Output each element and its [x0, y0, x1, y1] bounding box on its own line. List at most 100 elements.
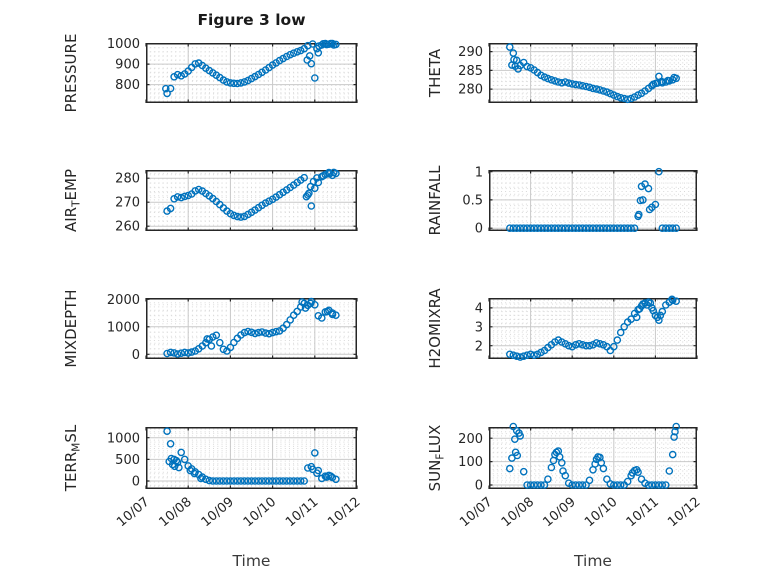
- data-point-marker: [191, 187, 200, 195]
- data-point-marker: [314, 49, 323, 57]
- data-point-marker: [623, 95, 632, 104]
- major-grid: [489, 427, 697, 489]
- data-point-marker: [653, 79, 662, 87]
- data-point-marker: [240, 477, 249, 485]
- data-point-marker: [251, 329, 259, 338]
- data-point-marker: [610, 342, 618, 351]
- data-point-marker: [509, 351, 518, 360]
- data-point-marker: [547, 76, 556, 84]
- data-point-marker: [523, 62, 531, 71]
- data-point-marker: [554, 78, 563, 86]
- plot-area: 260 270 280 AIRTEMP: [62, 168, 358, 235]
- data-point-marker: [187, 348, 196, 356]
- y-tick-label: 2: [475, 339, 483, 354]
- data-point-marker: [672, 422, 680, 431]
- data-point-marker: [322, 473, 331, 481]
- data-point-marker: [233, 477, 242, 485]
- data-point-marker: [540, 481, 549, 489]
- data-point-marker: [658, 307, 667, 316]
- data-point-marker: [173, 70, 182, 79]
- data-point-marker: [616, 224, 625, 233]
- data-point-marker: [599, 224, 608, 233]
- data-point-marker: [575, 340, 583, 348]
- data-point-marker: [310, 184, 319, 193]
- y-tick-label: 800: [115, 78, 140, 93]
- x-tick-label: 10/10: [241, 495, 279, 531]
- data-point-marker: [651, 200, 660, 209]
- x-tick-label: 10/08: [499, 495, 537, 531]
- data-point-marker: [303, 464, 312, 472]
- data-point-marker: [226, 477, 235, 485]
- x-tick-labels: 10/07 10/08 10/09 10/10 10/11 10/12: [457, 495, 703, 531]
- subplot-air-temp: 260 270 280 AIRTEMP: [62, 168, 358, 235]
- data-point-marker: [627, 94, 635, 103]
- data-point-marker: [658, 481, 667, 489]
- data-point-marker: [223, 477, 231, 485]
- data-point-marker: [544, 74, 552, 83]
- data-point-marker: [293, 477, 301, 485]
- data-point-marker: [537, 481, 545, 489]
- major-grid: [146, 298, 357, 359]
- data-point-marker: [519, 224, 528, 233]
- data-point-marker: [251, 477, 259, 485]
- data-point-marker: [514, 65, 522, 73]
- minor-grid: [489, 170, 697, 231]
- data-point-marker: [639, 196, 647, 204]
- minor-grid: [146, 427, 357, 489]
- data-point-marker: [578, 341, 587, 349]
- data-point-marker: [533, 224, 542, 233]
- data-point-marker: [166, 348, 175, 357]
- y-tick-label: 0: [475, 479, 483, 494]
- y-tick-label: 0: [132, 475, 140, 490]
- data-point-marker: [230, 211, 238, 220]
- plot-area: 0 1000 2000 MIXDEPTH: [62, 289, 358, 368]
- markers: [163, 168, 340, 221]
- data-point-marker: [620, 224, 628, 233]
- x-tick-label: 10/09: [540, 495, 578, 531]
- data-point-marker: [254, 477, 263, 485]
- y-axis-label: SUNFLUX: [426, 425, 447, 492]
- data-point-marker: [668, 295, 676, 304]
- svg-text:RAINFALL: RAINFALL: [426, 165, 444, 236]
- plot-area: 800 900 1000 PRESSURE: [62, 34, 358, 112]
- data-point-marker: [307, 59, 316, 68]
- data-point-marker: [582, 224, 590, 233]
- data-point-marker: [328, 310, 337, 319]
- y-tick-labels: 0 100 200: [458, 432, 483, 494]
- data-point-marker: [523, 351, 531, 360]
- data-point-marker: [606, 480, 615, 488]
- x-axis-label-right: Time: [574, 552, 612, 570]
- data-point-marker: [223, 78, 231, 86]
- y-tick-label: 1000: [107, 320, 140, 335]
- data-point-marker: [646, 299, 655, 307]
- plot-area: 2 3 4 H2OMIXRA: [426, 288, 698, 369]
- data-point-marker: [240, 328, 249, 337]
- data-point-marker: [603, 224, 611, 233]
- data-point-marker: [237, 213, 245, 221]
- data-point-marker: [265, 477, 273, 485]
- markers: [161, 39, 340, 98]
- data-point-marker: [307, 202, 316, 210]
- x-tick-label: 10/07: [114, 495, 152, 531]
- data-point-marker: [197, 474, 205, 483]
- data-point-marker: [509, 49, 518, 57]
- y-tick-label: 280: [115, 172, 140, 187]
- markers: [163, 427, 340, 485]
- svg-text:TERRMSL: TERRMSL: [62, 424, 83, 492]
- data-point-marker: [163, 349, 171, 358]
- data-point-marker: [606, 224, 615, 233]
- data-point-marker: [547, 463, 556, 472]
- data-point-marker: [319, 172, 327, 180]
- markers: [505, 43, 680, 104]
- plot-area: 280 285 290 THETA: [426, 43, 698, 104]
- data-point-marker: [592, 224, 601, 233]
- data-point-marker: [509, 422, 518, 431]
- data-point-marker: [326, 472, 335, 481]
- data-point-marker: [230, 79, 238, 88]
- figure-title: Figure 3 low: [197, 11, 306, 29]
- data-point-marker: [519, 467, 528, 476]
- x-tick-label: 10/12: [665, 495, 703, 531]
- data-point-marker: [261, 329, 270, 337]
- y-tick-label: 500: [115, 453, 140, 468]
- data-point-marker: [184, 349, 193, 357]
